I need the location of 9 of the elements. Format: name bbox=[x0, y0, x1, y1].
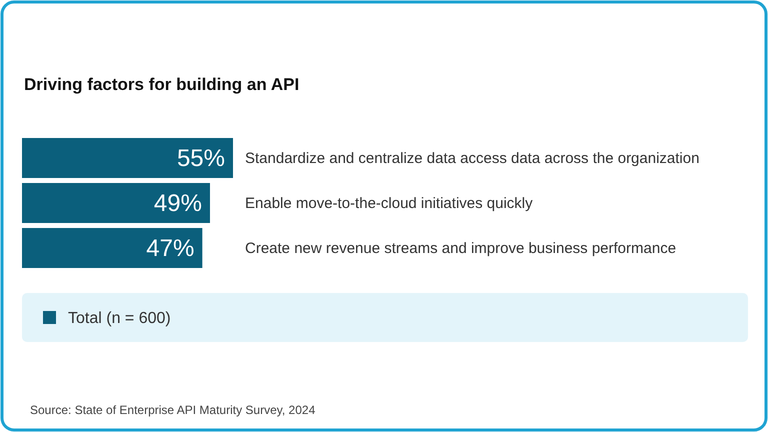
y-tick-label: Standardize and centralize data access data across the organization bbox=[245, 150, 700, 167]
chart-title: Driving factors for building an API bbox=[24, 75, 300, 94]
data-label: 55% bbox=[176, 145, 225, 172]
legend-label: Total (n = 600) bbox=[68, 310, 171, 327]
data-label: 47% bbox=[146, 235, 194, 262]
y-tick-label: Enable move-to-the-cloud initiatives quickly bbox=[245, 195, 534, 212]
source-note: Source: State of Enterprise API Maturity Survey, 2024 bbox=[30, 403, 316, 417]
y-tick-label: Create new revenue streams and improve business performance bbox=[245, 240, 676, 257]
data-label: 49% bbox=[154, 190, 202, 217]
